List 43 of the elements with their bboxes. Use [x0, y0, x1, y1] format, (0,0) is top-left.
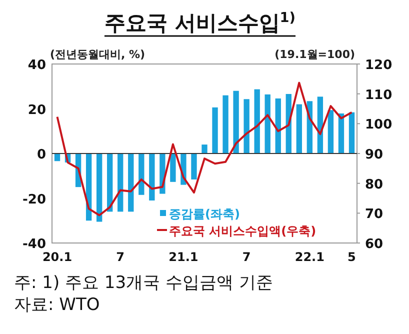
- bar: [107, 154, 113, 212]
- legend-label: 주요국 서비스수입액(우축): [169, 224, 316, 238]
- bar: [233, 90, 239, 154]
- x-tick-label: 5: [348, 250, 356, 264]
- x-tick-label: 21.1: [168, 250, 198, 264]
- bar: [170, 154, 176, 182]
- bar: [118, 154, 124, 212]
- y2-tick-label: 70: [365, 207, 384, 222]
- bar: [128, 154, 134, 212]
- text: 자료: WTO: [14, 295, 100, 315]
- bar: [328, 110, 334, 154]
- bar: [191, 154, 197, 180]
- y2-tick-label: 110: [365, 88, 392, 103]
- y2-tick-label: 60: [365, 237, 384, 252]
- bar: [244, 99, 250, 154]
- bar: [254, 89, 260, 154]
- x-tick-label: 22.1: [294, 250, 324, 264]
- y-tick-label: 20: [28, 102, 46, 118]
- y2-tick-label: 120: [365, 58, 392, 73]
- y2-tick-label: 90: [365, 148, 384, 162]
- y-tick-label: -40: [22, 237, 46, 252]
- y-tick-label: 0: [36, 148, 46, 162]
- bar: [222, 95, 228, 154]
- y2-tick-label: 100: [365, 118, 392, 133]
- text: 주: 1) 주요 13개국 수입금액 기준: [14, 273, 273, 293]
- bar: [96, 154, 102, 222]
- x-tick-label: 7: [116, 250, 125, 264]
- legend-label: 증감률(좌축): [169, 207, 240, 221]
- y-tick-label: -20: [22, 192, 46, 208]
- y-tick-label: 40: [28, 58, 46, 73]
- bar: [348, 112, 355, 154]
- chart-title: 주요국 서비스수입$^{1)}$: [104, 10, 296, 35]
- bar: [264, 94, 270, 154]
- x-tick-label: 20.1: [42, 250, 72, 264]
- y2-tick-label: 80: [365, 177, 384, 192]
- bar: [296, 104, 302, 154]
- x-tick-label: 7: [242, 250, 251, 264]
- bar: [202, 144, 208, 154]
- bar: [275, 98, 281, 154]
- bar: [149, 154, 155, 200]
- y-axis-title: (전년동월대비, %): [50, 48, 146, 61]
- bar: [212, 107, 218, 154]
- y2-axis-title: (19.1월=100): [274, 48, 355, 61]
